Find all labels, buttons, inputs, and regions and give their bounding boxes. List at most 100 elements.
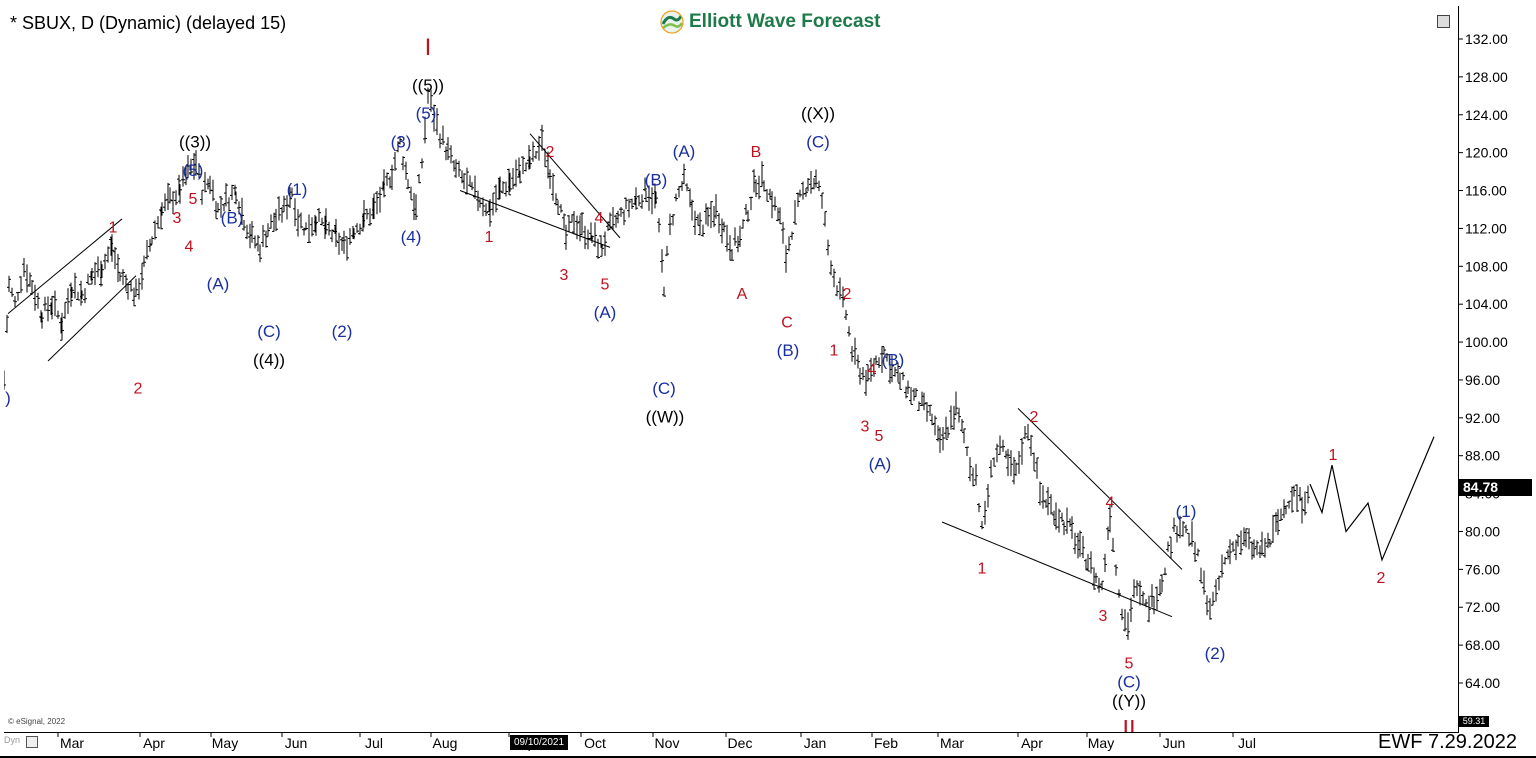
ohlc-bar: [76, 291, 80, 301]
ohlc-bar: [132, 287, 136, 307]
ohlc-bar: [847, 326, 851, 337]
ohlc-bar: [922, 392, 926, 411]
maximize-icon[interactable]: [1437, 15, 1450, 28]
ohlc-bar: [616, 210, 620, 224]
ohlc-bar: [757, 175, 761, 200]
ohlc-bar: [452, 160, 456, 172]
ohlc-bar: [798, 189, 802, 198]
ohlc-bar: [1114, 564, 1118, 576]
ewf-date-footer: EWF 7.29.2022: [1378, 731, 1517, 753]
ohlc-bar: [746, 210, 750, 223]
ohlc-bar: [1228, 539, 1232, 565]
wave-label: (1): [1176, 502, 1197, 521]
price-tick-label: 120.00: [1465, 145, 1508, 161]
ohlc-bar: [423, 116, 427, 144]
ohlc-bar: [70, 287, 74, 298]
ohlc-bar: [1244, 528, 1248, 548]
ohlc-bar: [548, 169, 552, 189]
ohlc-bar: [1211, 591, 1215, 606]
ohlc-bar: [1078, 530, 1082, 557]
ohlc-bar: [706, 206, 710, 227]
wave-label: 2: [1377, 570, 1386, 587]
plot-area[interactable]: I ((5)) (5) ((3)) (5) 5 3 4 (B) (A) (C) ((4)) (1) (2)…: [2, 6, 1459, 743]
ohlc-bar: [531, 141, 535, 162]
ohlc-bar: [869, 357, 873, 382]
trendline: [529, 133, 621, 239]
ohlc-bar: [977, 502, 981, 513]
wave-label: ((W)): [646, 407, 685, 426]
ohlc-bar: [1017, 450, 1021, 474]
wave-label: (B): [645, 171, 668, 190]
ohlc-bar: [93, 262, 97, 286]
ohlc-bar: [809, 170, 813, 194]
ohlc-bar: [823, 211, 827, 227]
ohlc-bar: [1103, 553, 1107, 573]
wave-label: ((5)): [412, 76, 444, 95]
ohlc-bar: [100, 264, 104, 279]
ohlc-bar: [1163, 567, 1167, 576]
ohlc-bar: [1155, 586, 1159, 610]
ohlc-bar: [627, 198, 631, 218]
ohlc-bar: [880, 346, 884, 373]
time-axis[interactable]: MarAprMayJunJulAugSepOctNovDecJanFebMarA…: [4, 733, 1458, 753]
projection-path: [1309, 436, 1435, 562]
ohlc-bar: [992, 457, 996, 467]
ohlc-bar: [365, 208, 369, 220]
logo: Elliott Wave Forecast: [660, 10, 880, 34]
ohlc-bar: [340, 237, 344, 251]
ohlc-bar: [1190, 521, 1194, 547]
month-tick-label: Apr: [1021, 735, 1043, 751]
ohlc-bar: [1097, 577, 1101, 593]
ohlc-bar: [1057, 508, 1061, 533]
ohlc-bar: [342, 230, 346, 254]
ohlc-bar: [468, 175, 472, 187]
ohlc-bar: [965, 446, 969, 456]
ohlc-bar: [564, 224, 568, 250]
price-axis[interactable]: 64.0068.0072.0076.0080.0084.0088.0092.00…: [1459, 6, 1532, 732]
ohlc-bar: [514, 159, 518, 187]
axis-low-badge: 59.31: [1459, 716, 1489, 727]
ohlc-bar: [200, 189, 204, 205]
calendar-icon[interactable]: [26, 736, 38, 748]
ohlc-bar: [242, 219, 246, 231]
price-tick-label: 108.00: [1465, 258, 1508, 274]
ohlc-bar: [288, 187, 292, 208]
ohlc-bar: [177, 174, 181, 196]
ohlc-bar: [1223, 556, 1227, 565]
ohlc-bar: [124, 274, 128, 292]
ohlc-bar: [1258, 545, 1262, 558]
ohlc-bar: [906, 380, 910, 395]
ohlc-bar: [99, 260, 103, 287]
ohlc-bar: [348, 228, 352, 245]
ohlc-bar: [159, 206, 163, 230]
ohlc-bar: [524, 162, 528, 172]
ohlc-bar: [470, 182, 474, 191]
ohlc-bar: [784, 245, 788, 273]
ohlc-bar: [40, 312, 44, 329]
ohlc-bar: [1282, 499, 1286, 519]
ohlc-bar: [307, 214, 311, 243]
wave-label: 4: [185, 239, 194, 256]
ohlc-bar: [790, 231, 794, 240]
ohlc-bar: [914, 387, 918, 398]
ohlc-bar: [1208, 598, 1212, 620]
ohlc-bar: [1049, 494, 1053, 515]
ohlc-bar: [1160, 574, 1164, 593]
ohlc-bar: [796, 192, 800, 208]
ohlc-bar: [850, 346, 854, 362]
ohlc-bar: [660, 249, 664, 273]
ohlc-bar: [657, 217, 661, 233]
ohlc-bar: [861, 367, 865, 381]
ohlc-bar: [1132, 579, 1136, 598]
ohlc-bar: [1106, 526, 1110, 540]
ohlc-bar: [896, 362, 900, 383]
wave-label: 2: [843, 286, 852, 303]
ohlc-bar: [1081, 535, 1085, 559]
ohlc-bar: [285, 195, 289, 220]
ohlc-bar: [534, 150, 538, 159]
ohlc-bar: [491, 192, 495, 216]
ohlc-bar: [293, 198, 297, 227]
month-tick-label: Dec: [728, 735, 753, 751]
ohlc-bar: [473, 175, 477, 199]
wave-label: ): [5, 388, 11, 407]
